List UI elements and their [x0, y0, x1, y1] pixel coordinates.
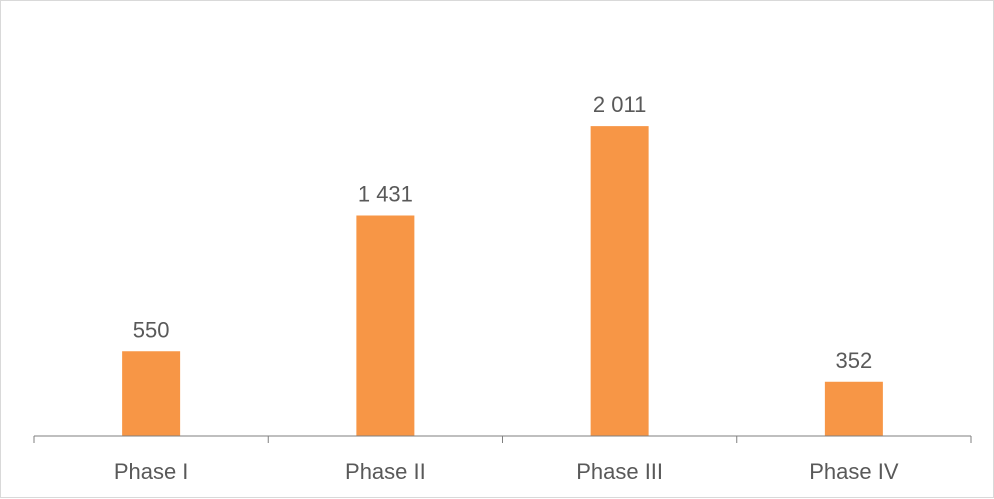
bar-phase-ii — [356, 215, 414, 436]
data-label-phase-iii: 2 011 — [593, 92, 646, 117]
x-axis — [34, 436, 971, 443]
x-tick-labels: Phase I Phase II Phase III Phase IV — [114, 459, 899, 484]
tick-label-phase-iv: Phase IV — [809, 459, 899, 484]
tick-label-phase-iii: Phase III — [576, 459, 663, 484]
bar-phase-i — [122, 351, 180, 436]
data-label-phase-iv: 352 — [836, 348, 873, 373]
data-labels: 550 1 431 2 011 352 — [133, 92, 872, 373]
data-label-phase-ii: 1 431 — [358, 181, 413, 206]
tick-label-phase-ii: Phase II — [345, 459, 426, 484]
bars — [122, 126, 883, 436]
bar-phase-iii — [591, 126, 649, 436]
data-label-phase-i: 550 — [133, 317, 170, 342]
bar-phase-iv — [825, 382, 883, 436]
tick-label-phase-i: Phase I — [114, 459, 189, 484]
